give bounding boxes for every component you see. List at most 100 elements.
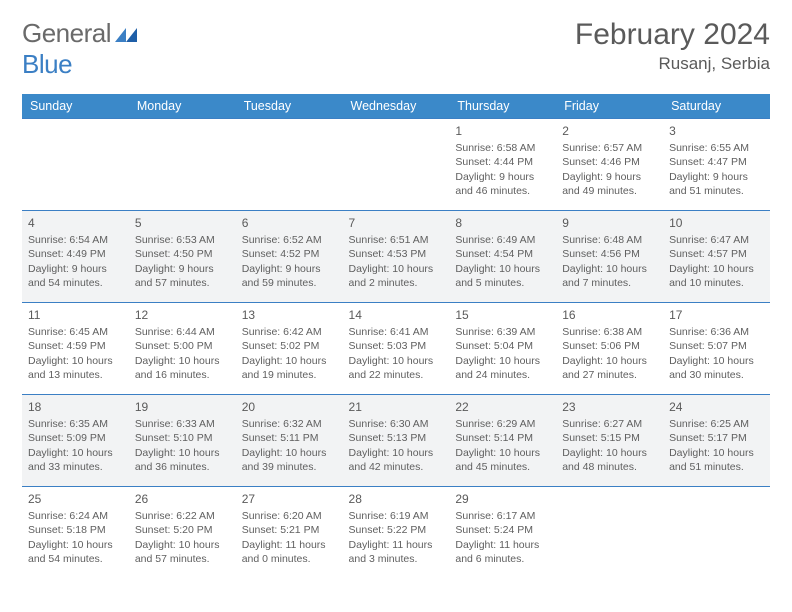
day-cell: 18Sunrise: 6:35 AMSunset: 5:09 PMDayligh…: [22, 395, 129, 487]
day-number: 23: [562, 399, 657, 415]
sunrise-line: Sunrise: 6:52 AM: [242, 233, 337, 247]
day-number: 1: [455, 123, 550, 139]
day-cell: 7 Sunrise: 6:51 AMSunset: 4:53 PMDaylight…: [343, 211, 450, 303]
sunrise-line: Sunrise: 6:49 AM: [455, 233, 550, 247]
sunrise-line: Sunrise: 6:54 AM: [28, 233, 123, 247]
daylight-line: Daylight: 11 hours and 0 minutes.: [242, 538, 337, 566]
sunset-line: Sunset: 5:24 PM: [455, 523, 550, 537]
sunset-line: Sunset: 5:09 PM: [28, 431, 123, 445]
day-number: 26: [135, 491, 230, 507]
day-number: 21: [349, 399, 444, 415]
day-cell: 9Sunrise: 6:48 AMSunset: 4:56 PMDaylight…: [556, 211, 663, 303]
daylight-line: Daylight: 10 hours and 39 minutes.: [242, 446, 337, 474]
day-number: 25: [28, 491, 123, 507]
sunrise-line: Sunrise: 6:33 AM: [135, 417, 230, 431]
day-cell: 20Sunrise: 6:32 AMSunset: 5:11 PMDayligh…: [236, 395, 343, 487]
daylight-line: Daylight: 9 hours and 57 minutes.: [135, 262, 230, 290]
sunrise-line: Sunrise: 6:20 AM: [242, 509, 337, 523]
daylight-line: Daylight: 10 hours and 16 minutes.: [135, 354, 230, 382]
day-number: 10: [669, 215, 764, 231]
day-cell: 8 Sunrise: 6:49 AMSunset: 4:54 PMDaylight…: [449, 211, 556, 303]
daylight-line: Daylight: 10 hours and 5 minutes.: [455, 262, 550, 290]
day-cell: 15Sunrise: 6:39 AMSunset: 5:04 PMDayligh…: [449, 303, 556, 395]
sunrise-line: Sunrise: 6:51 AM: [349, 233, 444, 247]
sunset-line: Sunset: 5:17 PM: [669, 431, 764, 445]
day-number: 16: [562, 307, 657, 323]
empty-cell: [663, 487, 770, 579]
empty-cell: [236, 119, 343, 211]
sunset-line: Sunset: 4:53 PM: [349, 247, 444, 261]
day-number: 12: [135, 307, 230, 323]
sunrise-line: Sunrise: 6:27 AM: [562, 417, 657, 431]
sunrise-line: Sunrise: 6:17 AM: [455, 509, 550, 523]
day-number: 7: [349, 215, 444, 231]
sunset-line: Sunset: 5:18 PM: [28, 523, 123, 537]
sunrise-line: Sunrise: 6:25 AM: [669, 417, 764, 431]
day-cell: 21Sunrise: 6:30 AMSunset: 5:13 PMDayligh…: [343, 395, 450, 487]
day-number: 11: [28, 307, 123, 323]
sunrise-line: Sunrise: 6:29 AM: [455, 417, 550, 431]
daylight-line: Daylight: 10 hours and 30 minutes.: [669, 354, 764, 382]
weekday-header-row: SundayMondayTuesdayWednesdayThursdayFrid…: [22, 94, 770, 119]
daylight-line: Daylight: 10 hours and 57 minutes.: [135, 538, 230, 566]
empty-cell: [129, 119, 236, 211]
day-cell: 1Sunrise: 6:58 AMSunset: 4:44 PMDaylight…: [449, 119, 556, 211]
daylight-line: Daylight: 10 hours and 36 minutes.: [135, 446, 230, 474]
day-cell: 25Sunrise: 6:24 AMSunset: 5:18 PMDayligh…: [22, 487, 129, 579]
day-cell: 14Sunrise: 6:41 AMSunset: 5:03 PMDayligh…: [343, 303, 450, 395]
calendar-table: SundayMondayTuesdayWednesdayThursdayFrid…: [22, 94, 770, 579]
daylight-line: Daylight: 11 hours and 3 minutes.: [349, 538, 444, 566]
week-row: 4Sunrise: 6:54 AMSunset: 4:49 PMDaylight…: [22, 211, 770, 303]
sunset-line: Sunset: 5:20 PM: [135, 523, 230, 537]
daylight-line: Daylight: 10 hours and 33 minutes.: [28, 446, 123, 474]
empty-cell: [556, 487, 663, 579]
day-number: 19: [135, 399, 230, 415]
day-number: 22: [455, 399, 550, 415]
day-cell: 19Sunrise: 6:33 AMSunset: 5:10 PMDayligh…: [129, 395, 236, 487]
week-row: 1Sunrise: 6:58 AMSunset: 4:44 PMDaylight…: [22, 119, 770, 211]
location: Rusanj, Serbia: [575, 54, 770, 74]
day-number: 6: [242, 215, 337, 231]
sunset-line: Sunset: 5:00 PM: [135, 339, 230, 353]
day-number: 5: [135, 215, 230, 231]
logo-icon: [115, 18, 137, 49]
daylight-line: Daylight: 10 hours and 2 minutes.: [349, 262, 444, 290]
day-number: 8: [455, 215, 550, 231]
sunset-line: Sunset: 5:04 PM: [455, 339, 550, 353]
weekday-header: Sunday: [22, 94, 129, 119]
sunset-line: Sunset: 4:54 PM: [455, 247, 550, 261]
daylight-line: Daylight: 9 hours and 59 minutes.: [242, 262, 337, 290]
week-row: 11Sunrise: 6:45 AMSunset: 4:59 PMDayligh…: [22, 303, 770, 395]
daylight-line: Daylight: 10 hours and 42 minutes.: [349, 446, 444, 474]
day-cell: 3Sunrise: 6:55 AMSunset: 4:47 PMDaylight…: [663, 119, 770, 211]
day-cell: 17Sunrise: 6:36 AMSunset: 5:07 PMDayligh…: [663, 303, 770, 395]
day-number: 2: [562, 123, 657, 139]
daylight-line: Daylight: 10 hours and 27 minutes.: [562, 354, 657, 382]
header: General Blue February 2024 Rusanj, Serbi…: [22, 18, 770, 80]
week-row: 18Sunrise: 6:35 AMSunset: 5:09 PMDayligh…: [22, 395, 770, 487]
daylight-line: Daylight: 10 hours and 51 minutes.: [669, 446, 764, 474]
day-cell: 22Sunrise: 6:29 AMSunset: 5:14 PMDayligh…: [449, 395, 556, 487]
daylight-line: Daylight: 10 hours and 54 minutes.: [28, 538, 123, 566]
sunrise-line: Sunrise: 6:30 AM: [349, 417, 444, 431]
sunrise-line: Sunrise: 6:38 AM: [562, 325, 657, 339]
sunset-line: Sunset: 4:56 PM: [562, 247, 657, 261]
day-number: 3: [669, 123, 764, 139]
sunrise-line: Sunrise: 6:55 AM: [669, 141, 764, 155]
day-cell: 10Sunrise: 6:47 AMSunset: 4:57 PMDayligh…: [663, 211, 770, 303]
day-number: 17: [669, 307, 764, 323]
day-number: 27: [242, 491, 337, 507]
sunrise-line: Sunrise: 6:58 AM: [455, 141, 550, 155]
logo-text-blue: Blue: [22, 49, 72, 79]
sunset-line: Sunset: 5:14 PM: [455, 431, 550, 445]
logo-text-general: General: [22, 18, 111, 48]
daylight-line: Daylight: 9 hours and 51 minutes.: [669, 170, 764, 198]
day-number: 4: [28, 215, 123, 231]
day-cell: 12Sunrise: 6:44 AMSunset: 5:00 PMDayligh…: [129, 303, 236, 395]
sunset-line: Sunset: 5:15 PM: [562, 431, 657, 445]
weekday-header: Friday: [556, 94, 663, 119]
sunrise-line: Sunrise: 6:41 AM: [349, 325, 444, 339]
sunset-line: Sunset: 5:22 PM: [349, 523, 444, 537]
sunrise-line: Sunrise: 6:53 AM: [135, 233, 230, 247]
day-cell: 2Sunrise: 6:57 AMSunset: 4:46 PMDaylight…: [556, 119, 663, 211]
